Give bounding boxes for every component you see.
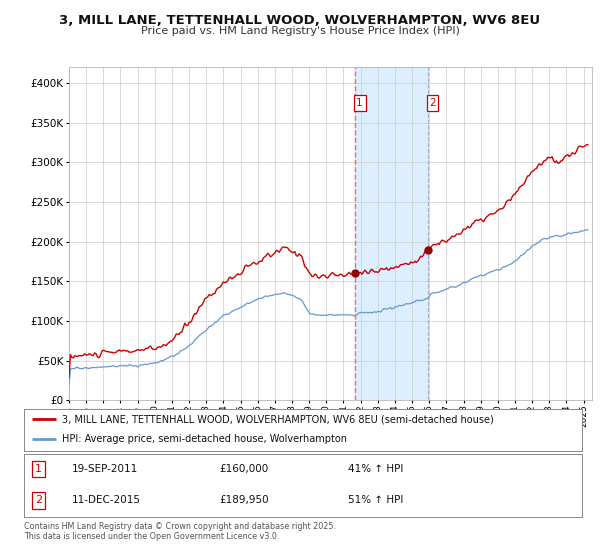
Text: 3, MILL LANE, TETTENHALL WOOD, WOLVERHAMPTON, WV6 8EU: 3, MILL LANE, TETTENHALL WOOD, WOLVERHAM… [59,14,541,27]
Text: 2: 2 [35,496,42,506]
Text: £160,000: £160,000 [220,464,269,474]
Text: 1: 1 [35,464,42,474]
Text: Contains HM Land Registry data © Crown copyright and database right 2025.
This d: Contains HM Land Registry data © Crown c… [24,522,336,542]
Bar [355,67,428,400]
Text: 19-SEP-2011: 19-SEP-2011 [71,464,137,474]
Text: 3, MILL LANE, TETTENHALL WOOD, WOLVERHAMPTON, WV6 8EU (semi-detached house): 3, MILL LANE, TETTENHALL WOOD, WOLVERHAM… [62,414,494,424]
Text: 51% ↑ HPI: 51% ↑ HPI [347,496,403,506]
Text: Price paid vs. HM Land Registry's House Price Index (HPI): Price paid vs. HM Land Registry's House … [140,26,460,36]
Text: 1: 1 [356,98,363,108]
Text: 2: 2 [429,98,436,108]
Text: 11-DEC-2015: 11-DEC-2015 [71,496,140,506]
Text: 41% ↑ HPI: 41% ↑ HPI [347,464,403,474]
Text: £189,950: £189,950 [220,496,269,506]
Text: HPI: Average price, semi-detached house, Wolverhampton: HPI: Average price, semi-detached house,… [62,435,347,445]
